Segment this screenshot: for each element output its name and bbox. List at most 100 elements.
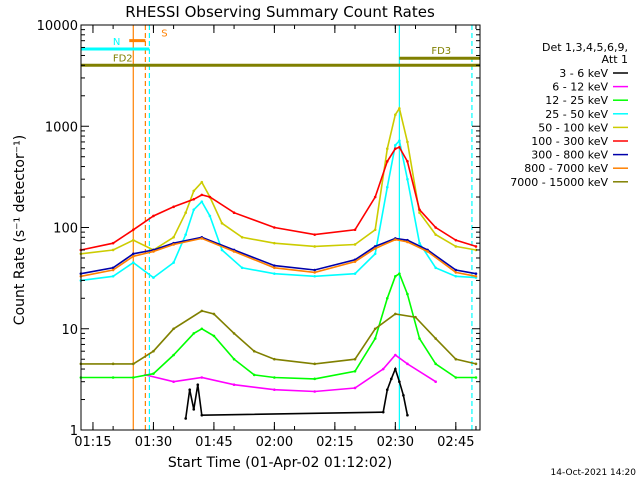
series-point bbox=[152, 250, 155, 253]
series-point bbox=[434, 266, 437, 270]
series-point bbox=[434, 380, 437, 383]
series-point bbox=[414, 315, 417, 319]
flag-label-fd3: FD3 bbox=[431, 46, 451, 57]
series-point bbox=[402, 394, 405, 397]
series-point bbox=[418, 208, 421, 211]
series-point bbox=[208, 195, 212, 199]
legend-label: 800 - 7000 keV bbox=[524, 162, 608, 175]
series-point bbox=[394, 238, 397, 241]
x-tick-label: 01:30 bbox=[135, 435, 172, 450]
series-point bbox=[232, 211, 236, 215]
series-point bbox=[313, 362, 317, 366]
series-point bbox=[232, 383, 236, 387]
series-point bbox=[313, 245, 317, 248]
series-point bbox=[353, 272, 357, 275]
chart-title: RHESSI Observing Summary Count Rates bbox=[125, 3, 435, 21]
series-point bbox=[232, 250, 236, 253]
series-point bbox=[192, 189, 196, 193]
series-point bbox=[111, 362, 115, 366]
series-point bbox=[474, 272, 478, 275]
series-point bbox=[406, 292, 409, 296]
series-point bbox=[172, 243, 175, 246]
y-tick-label: 100 bbox=[53, 222, 78, 237]
legend-header: Att 1 bbox=[602, 53, 628, 66]
series-point bbox=[273, 266, 276, 270]
series-point bbox=[200, 413, 204, 417]
series-point bbox=[220, 222, 224, 225]
series-point bbox=[200, 237, 204, 240]
series-point bbox=[373, 195, 377, 199]
series-point bbox=[200, 200, 204, 203]
legend-label: 12 - 25 keV bbox=[545, 94, 608, 107]
series-point bbox=[373, 247, 377, 250]
series-point bbox=[454, 268, 458, 272]
series-point bbox=[385, 147, 389, 151]
series-point bbox=[434, 233, 437, 236]
series-line-6 bbox=[80, 236, 477, 275]
series-point bbox=[474, 274, 478, 278]
series-point bbox=[273, 357, 276, 361]
series-point bbox=[398, 107, 401, 110]
series-point bbox=[418, 241, 421, 245]
series-point bbox=[172, 236, 175, 239]
series-point bbox=[131, 238, 135, 242]
series-point bbox=[240, 236, 244, 239]
series-point bbox=[353, 243, 357, 246]
series-point bbox=[353, 228, 357, 232]
series-point bbox=[394, 147, 397, 151]
legend-label: 7000 - 15000 keV bbox=[510, 176, 608, 189]
series-point bbox=[200, 376, 204, 379]
series-point bbox=[434, 362, 437, 366]
series-point bbox=[406, 140, 409, 144]
series-point bbox=[220, 248, 224, 252]
series-point bbox=[192, 208, 196, 211]
series-point bbox=[152, 214, 155, 218]
series-point bbox=[373, 245, 377, 248]
series-point bbox=[313, 271, 317, 274]
y-tick-label: 1 bbox=[70, 424, 78, 439]
series-point bbox=[394, 143, 397, 147]
series-point bbox=[394, 113, 397, 117]
series-point bbox=[406, 177, 409, 181]
series-point bbox=[196, 383, 200, 387]
series-point bbox=[200, 309, 204, 313]
legend-label: 100 - 300 keV bbox=[531, 135, 608, 148]
x-tick-label: 02:30 bbox=[377, 435, 414, 450]
series-point bbox=[313, 274, 317, 278]
series-point bbox=[454, 271, 458, 274]
series-point bbox=[131, 254, 135, 258]
y-tick-label: 10000 bbox=[37, 19, 78, 34]
plot-area: S N FD2 FD3 bbox=[79, 25, 480, 430]
series-point bbox=[131, 261, 135, 264]
series-point bbox=[252, 349, 256, 353]
y-axis-label: Count Rate (s⁻¹ detector⁻¹) bbox=[12, 135, 28, 325]
series-point bbox=[240, 266, 244, 270]
series-point bbox=[184, 233, 187, 236]
series-point bbox=[232, 357, 236, 361]
series-point bbox=[434, 337, 437, 340]
series-point bbox=[418, 211, 421, 215]
series-point bbox=[474, 245, 478, 248]
series-line-2 bbox=[80, 272, 476, 380]
flag-label-n: N bbox=[113, 37, 120, 48]
series-point bbox=[398, 380, 401, 383]
series-point bbox=[184, 211, 187, 215]
legend-label: 25 - 50 keV bbox=[545, 108, 608, 121]
series-point bbox=[454, 376, 458, 379]
series-point bbox=[474, 362, 478, 366]
series-point bbox=[273, 241, 276, 245]
series-point bbox=[406, 413, 409, 417]
series-point bbox=[454, 357, 458, 361]
series-point bbox=[192, 332, 196, 335]
series-point bbox=[418, 337, 421, 340]
y-tick-label: 1000 bbox=[45, 120, 78, 135]
x-tick-label: 02:45 bbox=[437, 435, 474, 450]
series-line-7 bbox=[80, 237, 477, 278]
series-point bbox=[454, 274, 458, 278]
legend-label: 3 - 6 keV bbox=[559, 67, 608, 80]
series-point bbox=[313, 268, 317, 272]
series-point bbox=[232, 332, 236, 335]
series-point bbox=[373, 228, 377, 232]
